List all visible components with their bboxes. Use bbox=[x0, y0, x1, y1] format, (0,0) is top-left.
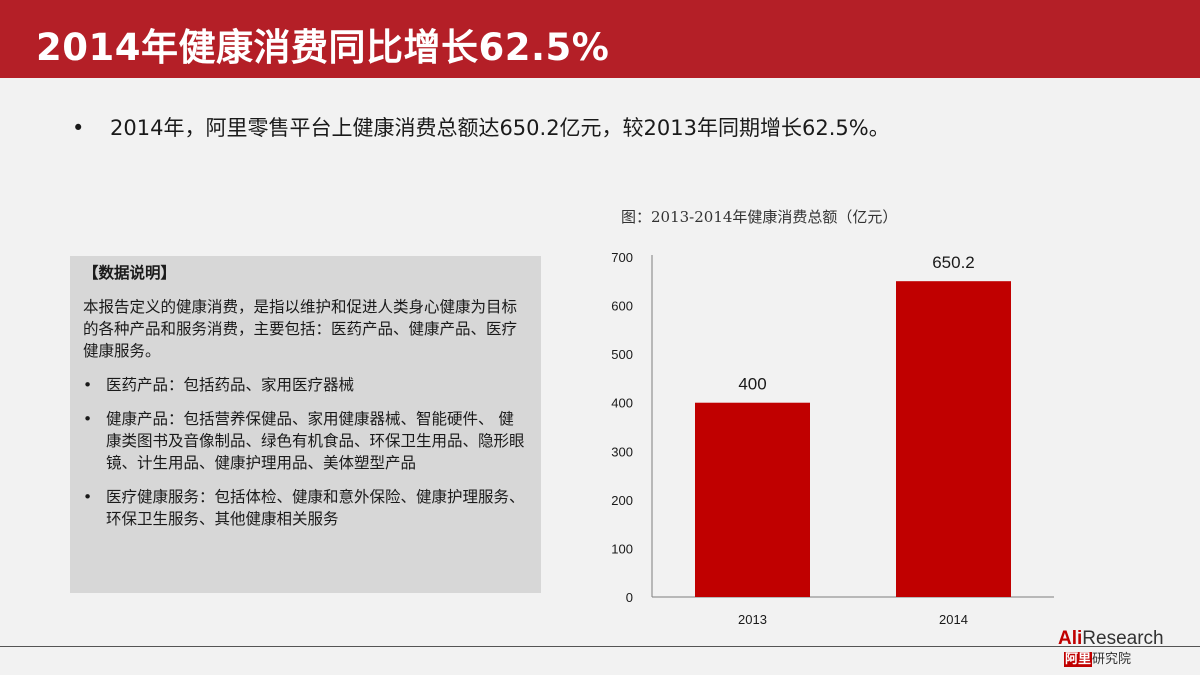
data-label: 400 bbox=[738, 375, 766, 394]
list-item-text: 医药产品：包括药品、家用医疗器械 bbox=[106, 376, 355, 394]
list-bullet: • bbox=[83, 410, 93, 428]
title-bar: 2014年健康消费同比增长62.5% bbox=[0, 0, 1200, 78]
logo-ali: Ali bbox=[1058, 628, 1083, 649]
list-item-text: 健康产品：包括营养保健品、家用健康器械、智能硬件、 健康类图书及音像制品、绿色有… bbox=[106, 410, 525, 472]
footer-divider bbox=[0, 646, 1200, 647]
y-tick-label: 400 bbox=[611, 396, 633, 411]
logo-chinese: 阿里研究院 bbox=[1064, 648, 1131, 667]
page-title: 2014年健康消费同比增长62.5% bbox=[36, 26, 610, 69]
aliresearch-logo: AliResearch 阿里研究院 bbox=[1058, 628, 1188, 672]
summary-text: 2014年，阿里零售平台上健康消费总额达650.2亿元，较2013年同期增长62… bbox=[110, 116, 890, 140]
bar bbox=[896, 281, 1011, 597]
note-title: 【数据说明】 bbox=[83, 264, 177, 282]
bar bbox=[695, 402, 810, 597]
list-bullet: • bbox=[83, 376, 93, 394]
data-label: 650.2 bbox=[932, 253, 975, 272]
list-item: • 健康产品：包括营养保健品、家用健康器械、智能硬件、 健康类图书及音像制品、绿… bbox=[83, 408, 529, 474]
logo-wordmark: AliResearch bbox=[1058, 628, 1164, 650]
note-intro: 本报告定义的健康消费，是指以维护和促进人类身心健康为目标的各种产品和服务消费，主… bbox=[83, 298, 518, 360]
bar-chart: 0 100 200 300 400 500 600 700 400 2013 650.2 2014 bbox=[611, 250, 1054, 627]
summary-bullet: • bbox=[72, 116, 85, 140]
list-item: • 医药产品：包括药品、家用医疗器械 bbox=[83, 374, 529, 396]
x-tick-label: 2014 bbox=[939, 612, 968, 627]
y-tick-label: 700 bbox=[611, 250, 633, 265]
summary-line: • 2014年，阿里零售平台上健康消费总额达650.2亿元，较2013年同期增长6… bbox=[72, 112, 890, 142]
list-bullet: • bbox=[83, 488, 93, 506]
logo-research: Research bbox=[1082, 628, 1164, 649]
logo-cn-a: 阿里 bbox=[1064, 652, 1093, 667]
y-tick-label: 500 bbox=[611, 347, 633, 362]
logo-cn-b: 研究院 bbox=[1092, 652, 1132, 667]
x-tick-label: 2013 bbox=[738, 612, 767, 627]
y-tick-label: 600 bbox=[611, 299, 633, 314]
list-item-text: 医疗健康服务：包括体检、健康和意外保险、健康护理服务、环保卫生服务、其他健康相关… bbox=[106, 488, 525, 528]
y-tick-label: 0 bbox=[626, 590, 633, 605]
chart-title: 图：2013-2014年健康消费总额（亿元） bbox=[621, 208, 898, 226]
y-tick-label: 200 bbox=[611, 493, 633, 508]
y-tick-label: 100 bbox=[611, 541, 633, 556]
list-item: • 医疗健康服务：包括体检、健康和意外保险、健康护理服务、环保卫生服务、其他健康… bbox=[83, 486, 529, 530]
y-tick-label: 300 bbox=[611, 444, 633, 459]
data-note-panel: 【数据说明】 本报告定义的健康消费，是指以维护和促进人类身心健康为目标的各种产品… bbox=[70, 256, 541, 593]
